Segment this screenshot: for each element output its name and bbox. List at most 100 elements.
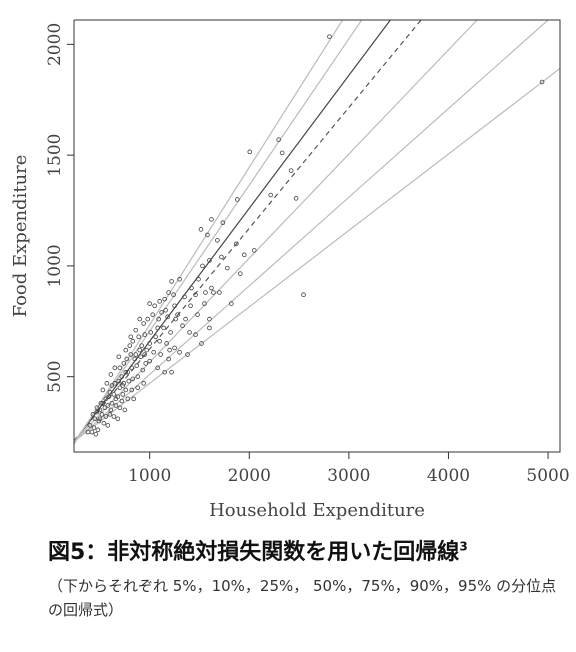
data-point (101, 420, 107, 426)
data-point (207, 325, 212, 331)
data-point (111, 392, 117, 397)
data-point (112, 381, 118, 386)
x-tick-label: 1000 (128, 466, 171, 486)
data-point (173, 316, 178, 322)
plot-area (74, 20, 560, 445)
data-point (121, 381, 127, 386)
data-point (140, 367, 146, 373)
data-point (268, 192, 273, 198)
data-point (117, 405, 123, 410)
y-axis-ticks: 500 1000 1500 2000 (45, 23, 74, 393)
data-point (147, 301, 152, 306)
data-point (180, 323, 185, 329)
data-point (167, 347, 172, 353)
data-point (193, 292, 198, 298)
data-point (100, 400, 106, 406)
data-point (93, 431, 99, 437)
data-point (144, 347, 150, 353)
data-point (187, 330, 192, 335)
figure-caption-title: 図5：非対称絶対損失関数を用いた回帰線3 (48, 534, 568, 566)
data-point (251, 248, 257, 253)
data-point (157, 299, 162, 304)
x-tick-label: 4000 (427, 466, 470, 486)
data-point (85, 429, 91, 435)
data-point (539, 79, 545, 85)
data-point (138, 354, 144, 360)
data-point (91, 425, 97, 430)
data-point (123, 387, 129, 393)
data-point (139, 343, 145, 348)
data-point (171, 292, 176, 298)
data-point (293, 196, 299, 201)
data-point (279, 150, 285, 156)
data-point (147, 341, 152, 346)
data-point (153, 334, 158, 340)
data-point (238, 271, 243, 276)
data-point (211, 290, 216, 295)
data-point (116, 354, 122, 360)
data-point (215, 238, 220, 243)
data-point (196, 276, 201, 282)
regression-line-q90 (74, 20, 363, 443)
data-point (225, 265, 230, 271)
regression-line-q25 (74, 20, 478, 442)
y-axis-title: Food Expenditure (10, 155, 31, 318)
data-point (119, 374, 125, 379)
data-point (199, 341, 204, 346)
data-point (169, 369, 174, 375)
data-point (172, 345, 177, 351)
data-point (131, 396, 137, 402)
data-point (107, 389, 113, 395)
data-point (87, 423, 93, 428)
caption-title-text: 図5：非対称絶対損失関数を用いた回帰線 (48, 540, 460, 565)
data-point (172, 303, 177, 309)
data-point (105, 423, 111, 428)
data-point (111, 414, 117, 419)
chart: 1000 2000 3000 4000 5000 500 1000 1500 2000 Hou… (10, 19, 570, 521)
data-point (119, 398, 125, 404)
footnote-mark: 3 (459, 539, 468, 554)
data-point (159, 310, 164, 315)
data-point (112, 365, 118, 371)
data-point (137, 316, 143, 322)
data-point (95, 427, 101, 433)
axes-frame (73, 19, 561, 453)
data-point (166, 356, 171, 362)
data-point (189, 285, 194, 291)
regression-line-q5 (74, 67, 560, 442)
data-point (96, 418, 102, 424)
data-point (128, 352, 134, 357)
data-point (130, 338, 136, 344)
data-point (97, 407, 103, 413)
data-point (205, 232, 210, 238)
x-tick-label: 5000 (526, 466, 569, 486)
data-point (183, 316, 188, 322)
data-point (128, 334, 134, 340)
data-point (143, 361, 149, 366)
data-point (185, 352, 190, 357)
data-point (166, 290, 171, 295)
data-point (188, 303, 193, 309)
data-point (147, 358, 152, 364)
data-point (164, 341, 169, 346)
data-point (102, 405, 108, 410)
data-point (125, 396, 131, 402)
data-point (103, 414, 109, 419)
data-point (142, 352, 148, 357)
data-point (148, 330, 153, 335)
data-point (127, 343, 133, 348)
regression-line-q50 (74, 20, 422, 442)
data-point (137, 347, 143, 353)
data-point (108, 407, 114, 413)
x-tick-label: 2000 (228, 466, 271, 486)
data-point (150, 312, 155, 317)
regression-line-q75 (74, 20, 392, 443)
data-point (219, 254, 224, 260)
data-point (288, 168, 294, 173)
data-point (136, 334, 142, 340)
data-point (109, 383, 115, 388)
data-point (125, 369, 131, 375)
data-point (162, 296, 167, 302)
data-point (103, 396, 109, 402)
data-point (207, 258, 212, 263)
